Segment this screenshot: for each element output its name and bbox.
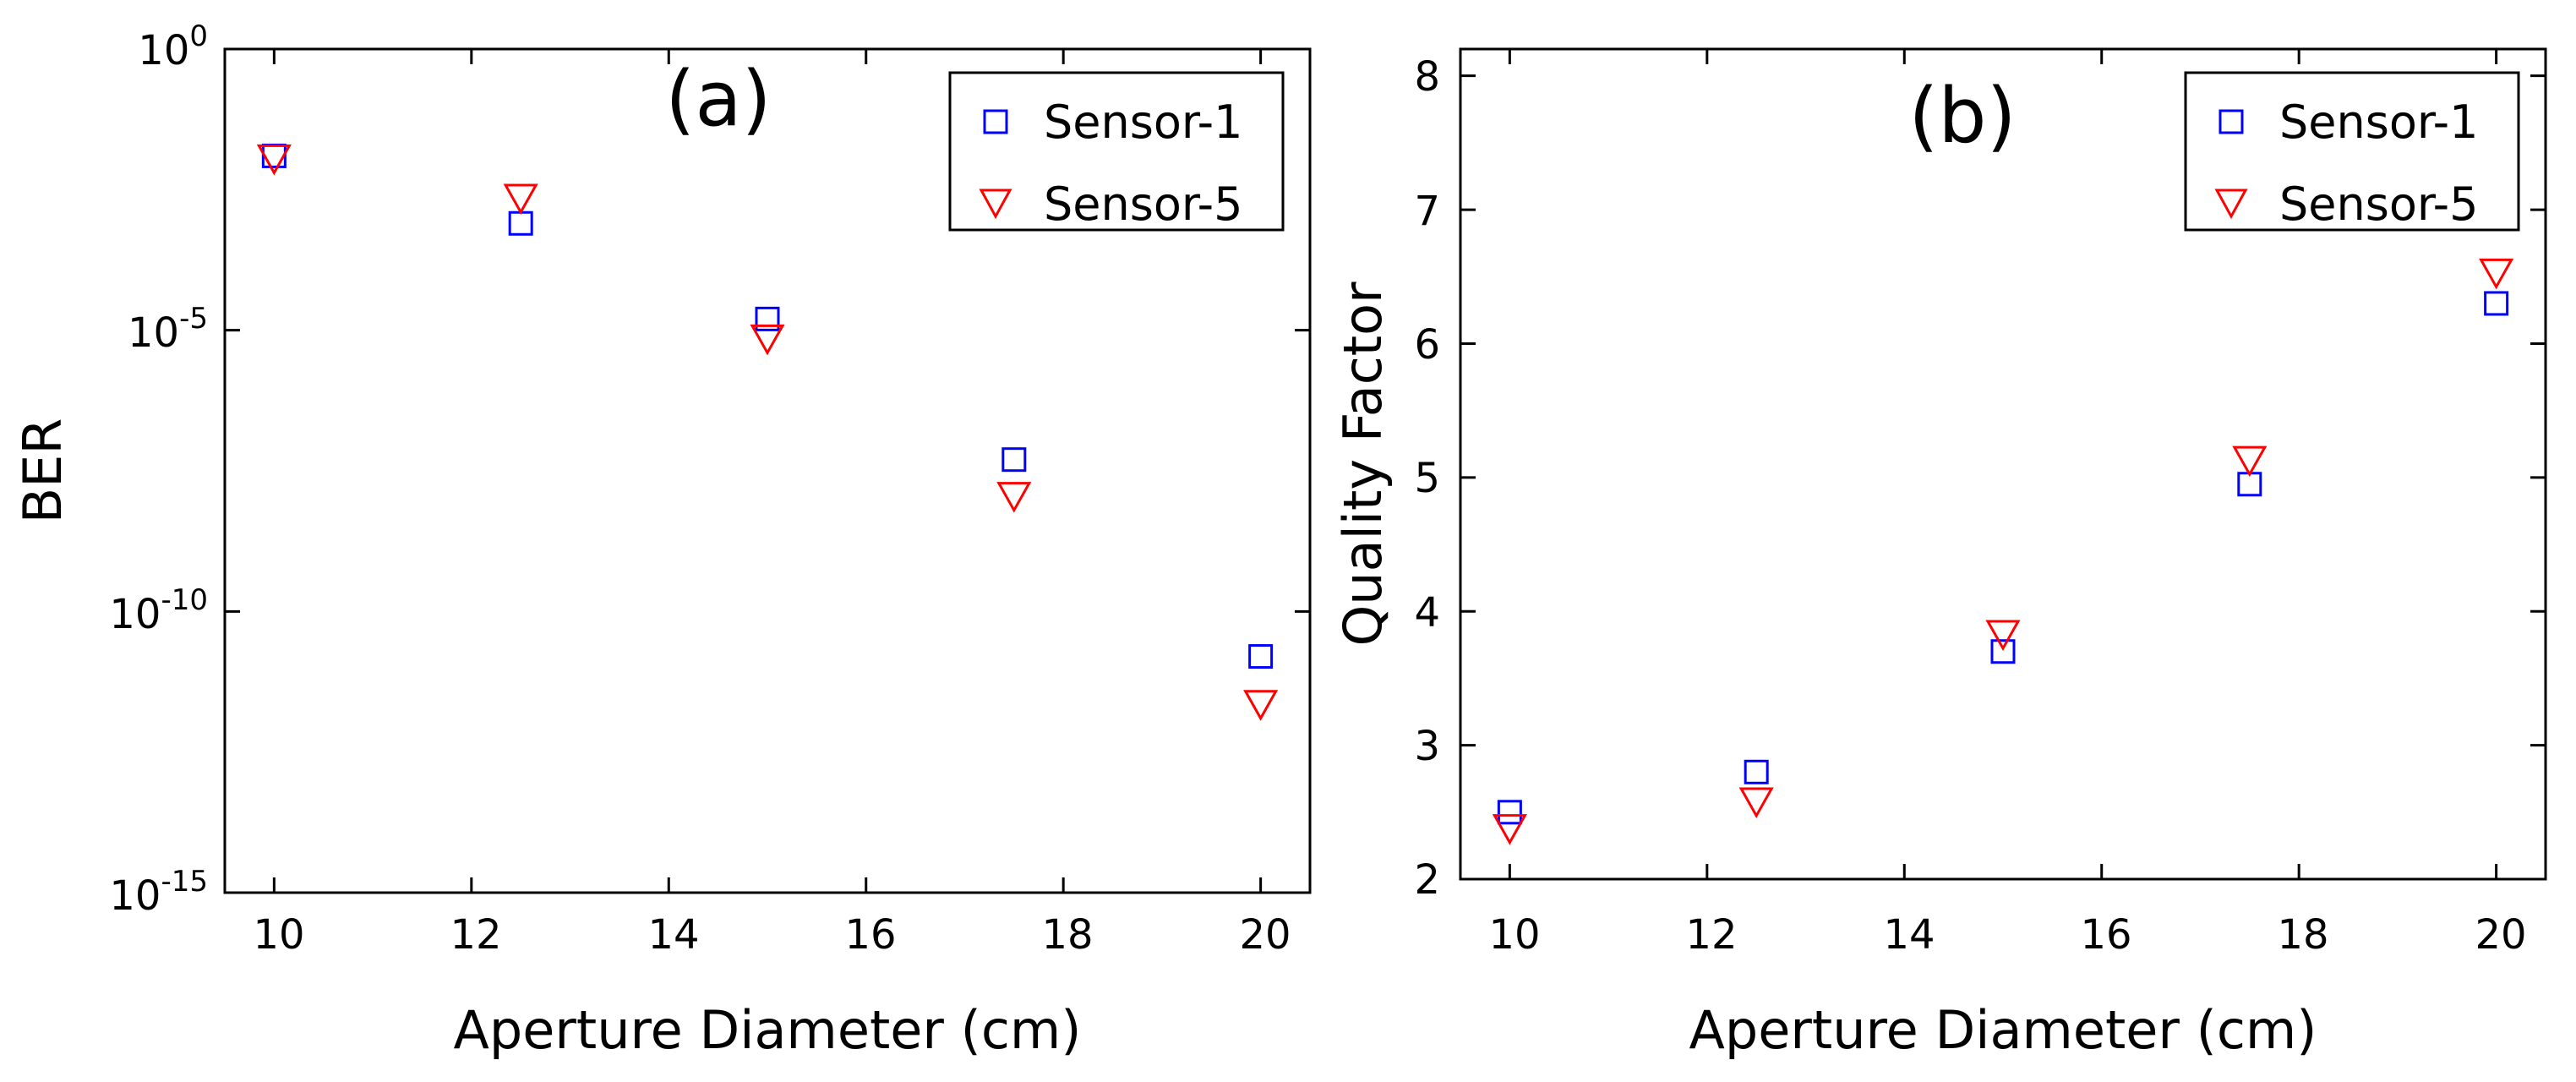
- panel-a-ytick-label: 10-15: [109, 865, 208, 920]
- panel-b-point-sensor-5: [2232, 445, 2268, 478]
- panel-a-point-sensor-5: [256, 144, 292, 176]
- panel-b-ytick-label: 3: [1414, 723, 1440, 770]
- panel-a-x-axis-label: Aperture Diameter (cm): [453, 999, 1081, 1061]
- panel-b-ticks: [1460, 49, 2546, 881]
- panel-b-legend: Sensor-1 Sensor-5: [2184, 71, 2520, 232]
- panel-b-point-sensor-1: [2484, 291, 2509, 316]
- panel-b-ytick-label: 5: [1414, 455, 1440, 502]
- panel-a-legend-label-sensor-1: Sensor-1: [1044, 96, 1243, 149]
- panel-b-legend-label-sensor-1: Sensor-1: [2279, 96, 2479, 149]
- panel-b-markers: [1492, 258, 2514, 845]
- panel-a-legend-label-sensor-5: Sensor-5: [1044, 178, 1243, 231]
- panel-b-xtick-label: 20: [2475, 911, 2526, 959]
- panel-b-label: (b): [1908, 72, 2016, 161]
- panel-b-xtick-label: 12: [1685, 911, 1737, 959]
- panel-b-point-sensor-1: [1990, 639, 2016, 664]
- panel-a-xtick-label: 20: [1239, 911, 1291, 959]
- panel-b-point-sensor-5: [2479, 258, 2514, 290]
- panel-b-xtick-label: 18: [2277, 911, 2328, 959]
- panel-b-point-sensor-5: [1738, 787, 1774, 819]
- legend-square-marker-icon: [983, 109, 1008, 134]
- panel-b-xtick-label: 10: [1488, 911, 1540, 959]
- panel-a-ytick-label: 10-5: [128, 302, 208, 357]
- panel-a-xtick-label: 16: [844, 911, 896, 959]
- panel-a-markers: [256, 143, 1279, 721]
- panel-b-xtick-label: 14: [1883, 911, 1935, 959]
- panel-a-label: (a): [665, 55, 771, 144]
- panel-a-legend-box: [948, 71, 1285, 232]
- legend-triangle-marker-icon: [979, 189, 1012, 220]
- panel-a-point-sensor-1: [1001, 447, 1027, 473]
- panel-a-point-sensor-1: [755, 306, 780, 331]
- panel-b-point-sensor-5: [1985, 620, 2021, 652]
- panel-a-xtick-label: 18: [1041, 911, 1093, 959]
- panel-a-point-sensor-5: [1243, 690, 1279, 721]
- panel-a-ytick-label: 10-10: [109, 583, 208, 638]
- panel-b-xtick-label: 16: [2080, 911, 2131, 959]
- panel-b-ytick-label: 8: [1414, 53, 1440, 101]
- panel-a-xtick-label: 12: [450, 911, 501, 959]
- panel-a-point-sensor-5: [503, 183, 538, 216]
- panel-b: 10 12 14 16 18 20 2 3 4 5 6 7 8 Aperture…: [1332, 47, 2547, 1061]
- panel-a-ticks: [225, 47, 1310, 894]
- panel-a: 10 12 14 16 18 20 100 10-5 10-10 10-15 A…: [12, 19, 1312, 1061]
- panel-a-point-sensor-5: [996, 482, 1032, 513]
- panel-a-point-sensor-5: [750, 324, 785, 356]
- panel-a-xtick-label: 14: [647, 911, 699, 959]
- panel-a-ytick-label: 100: [138, 19, 208, 74]
- panel-b-x-axis-label: Aperture Diameter (cm): [1689, 999, 2317, 1061]
- panel-a-xtick-label: 10: [253, 911, 304, 959]
- panel-a-legend: Sensor-1 Sensor-5: [948, 71, 1285, 232]
- panel-b-point-sensor-1: [1744, 759, 1769, 784]
- panel-b-point-sensor-5: [1492, 814, 1527, 845]
- panel-b-legend-label-sensor-5: Sensor-5: [2279, 178, 2479, 231]
- panel-b-ytick-label: 6: [1414, 321, 1440, 369]
- legend-triangle-marker-icon: [2214, 189, 2248, 220]
- panel-a-y-axis-label: BER: [12, 418, 74, 524]
- panel-b-y-axis-label: Quality Factor: [1332, 281, 1394, 647]
- panel-b-ytick-label: 2: [1414, 856, 1440, 904]
- panel-b-ytick-label: 7: [1414, 188, 1440, 235]
- panel-b-legend-box: [2184, 71, 2520, 232]
- legend-square-marker-icon: [2219, 109, 2244, 134]
- panel-b-ytick-label: 4: [1414, 589, 1440, 637]
- panel-b-point-sensor-1: [1497, 800, 1522, 825]
- panel-a-point-sensor-1: [1248, 644, 1274, 669]
